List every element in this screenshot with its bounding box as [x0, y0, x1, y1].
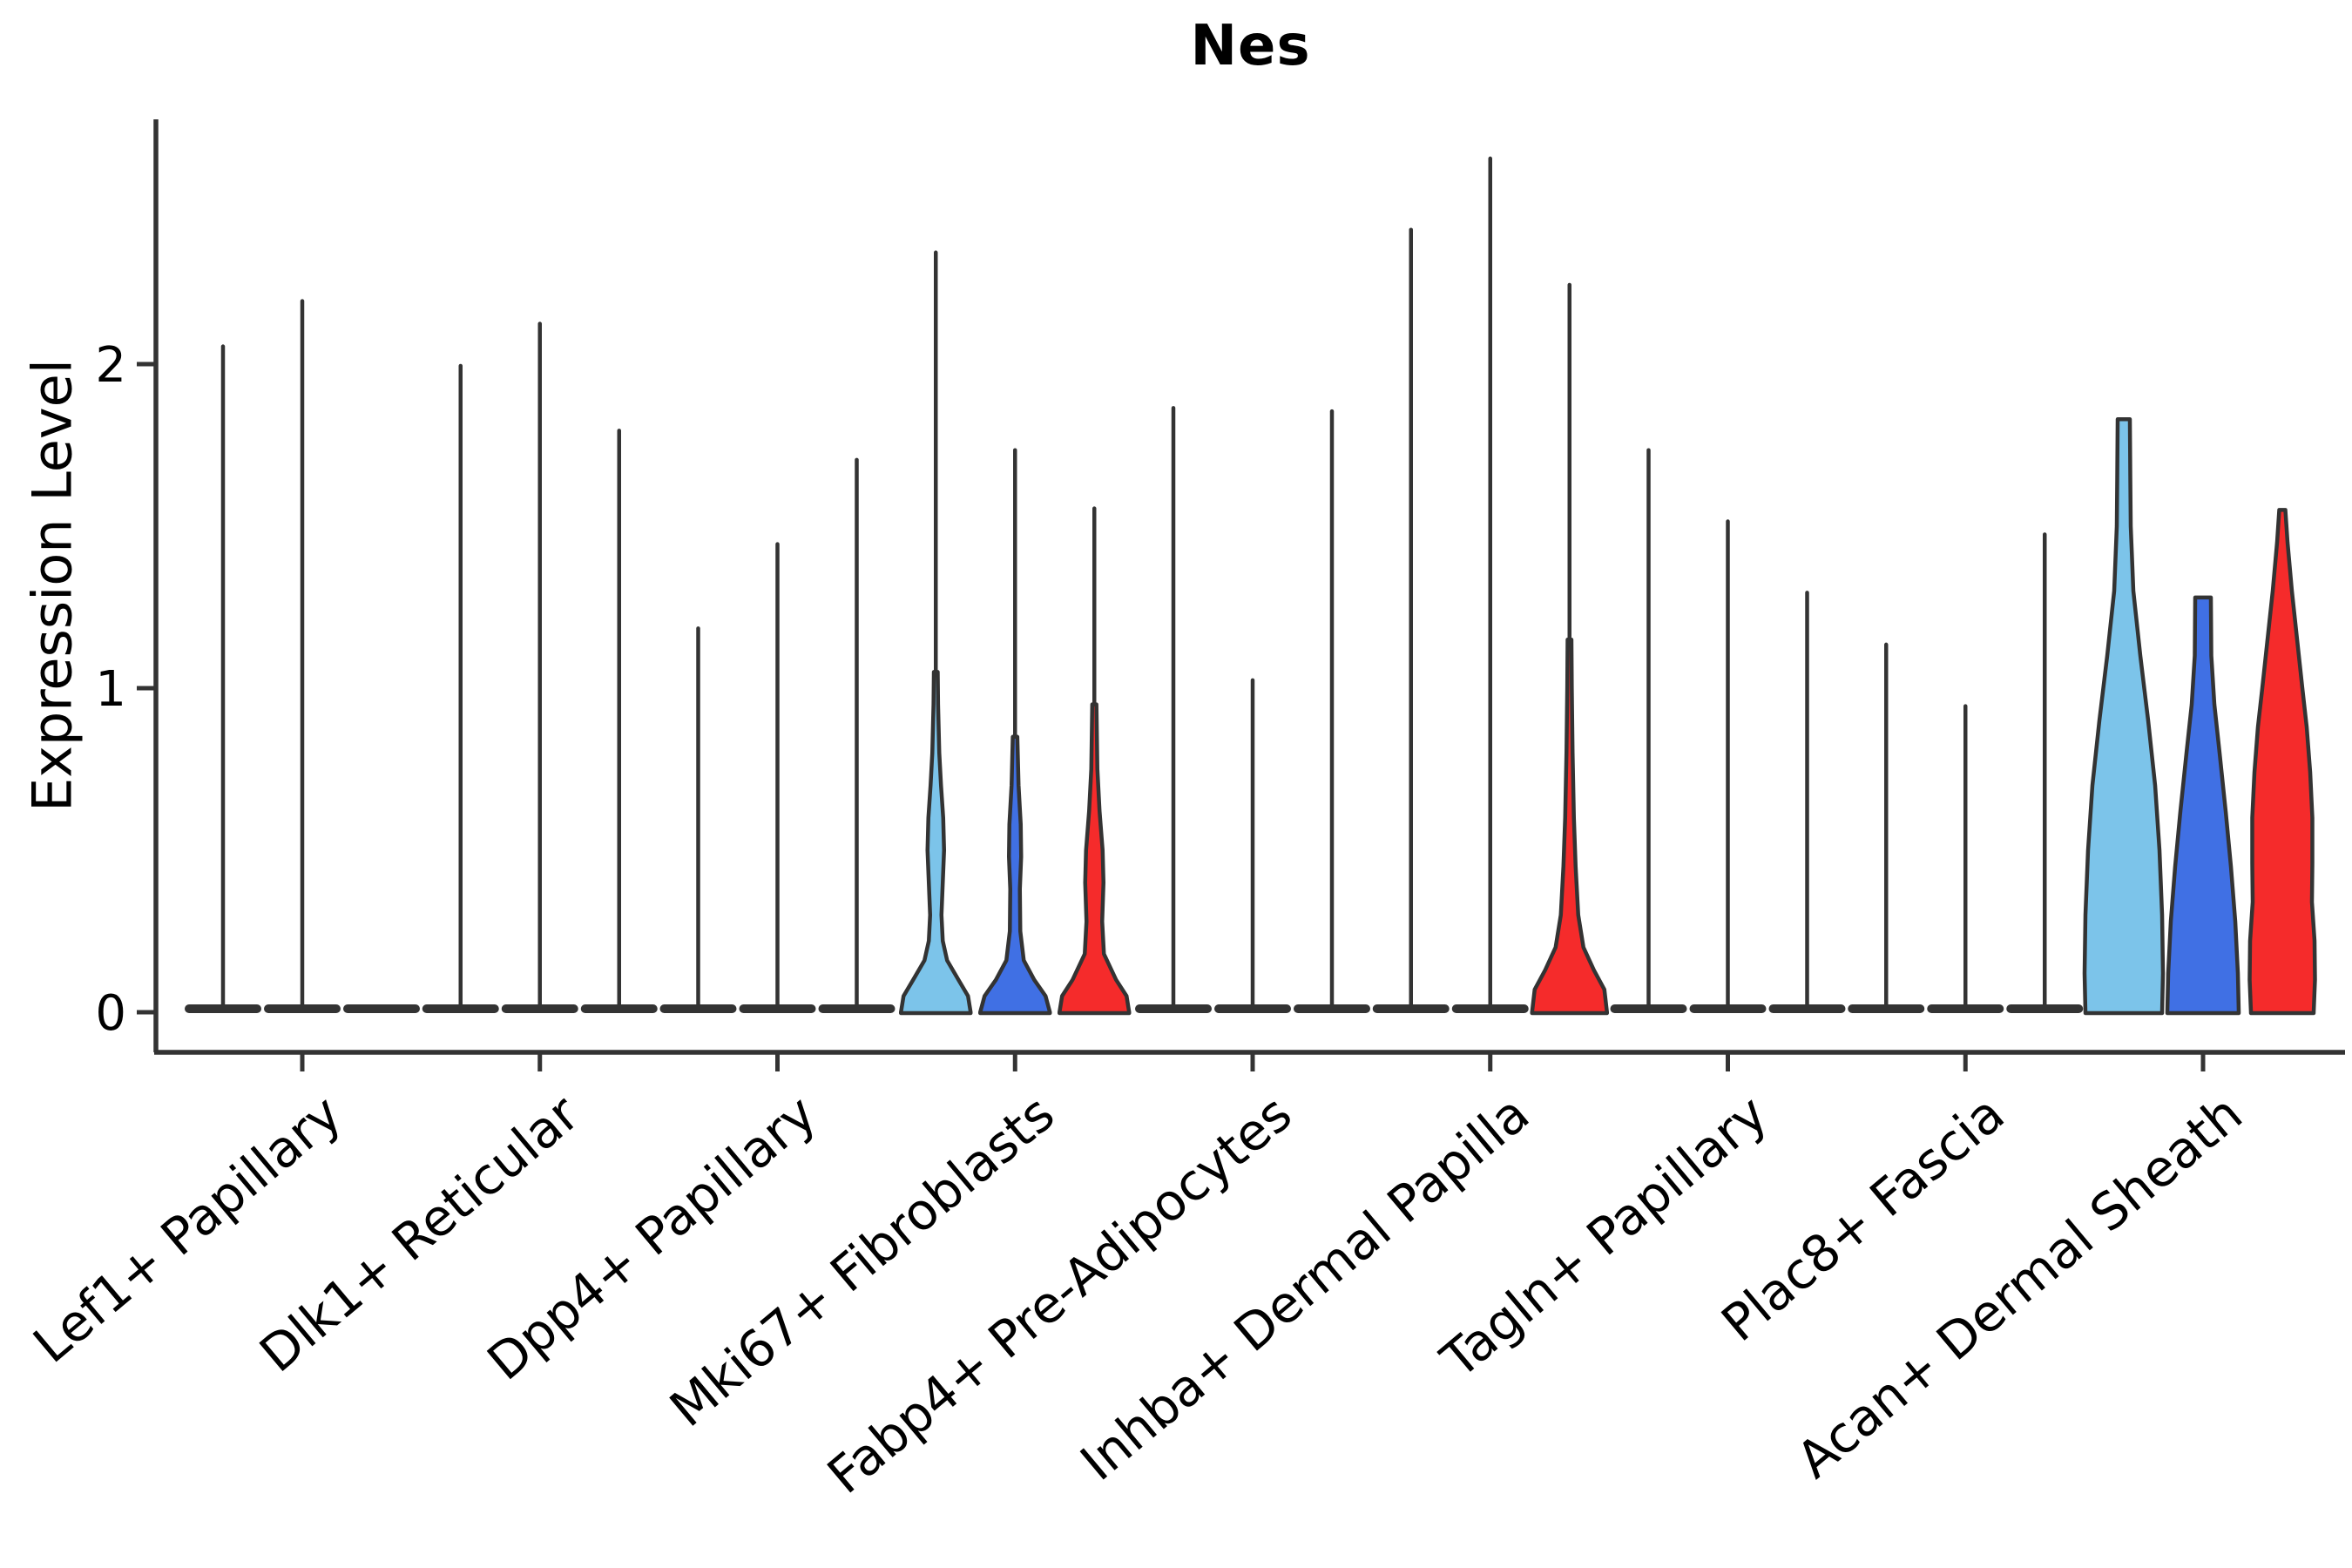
flat-violin-red: [818, 1004, 896, 1013]
flat-violin-lightblue: [1372, 1004, 1450, 1013]
violin-blue: [2165, 595, 2241, 1016]
flat-violin-blue: [264, 1004, 341, 1013]
flat-violin-lightblue: [1848, 1004, 1925, 1013]
flat-violin-lightblue: [422, 1004, 499, 1013]
violin-lightblue: [2082, 416, 2166, 1016]
violin-red: [1058, 702, 1132, 1016]
flat-violin-blue: [1451, 1004, 1529, 1013]
flat-violin-red: [1768, 1004, 1846, 1013]
flat-violin-red: [343, 1004, 420, 1013]
violin-red: [2247, 508, 2317, 1016]
flat-violin-red: [580, 1004, 658, 1013]
violin-red: [1530, 637, 1609, 1016]
flat-violin-lightblue: [185, 1004, 261, 1013]
flat-violin-lightblue: [1610, 1004, 1687, 1013]
flat-violin-red: [2006, 1004, 2084, 1013]
flat-violin-blue: [1689, 1004, 1767, 1013]
flat-violin-red: [1294, 1004, 1370, 1013]
flat-violin-blue: [1927, 1004, 2004, 1013]
flat-violin-blue: [501, 1004, 578, 1013]
violin-lightblue: [899, 670, 973, 1016]
flat-violin-lightblue: [1135, 1004, 1212, 1013]
y-tick-label: 2: [95, 337, 126, 394]
y-tick-label: 0: [95, 985, 126, 1042]
violin-blue: [978, 734, 1052, 1016]
flat-violin-blue: [739, 1004, 816, 1013]
chart-title: Nes: [1190, 14, 1311, 78]
flat-violin-blue: [1214, 1004, 1291, 1013]
y-tick-label: 1: [95, 661, 126, 718]
flat-violin-lightblue: [659, 1004, 737, 1013]
